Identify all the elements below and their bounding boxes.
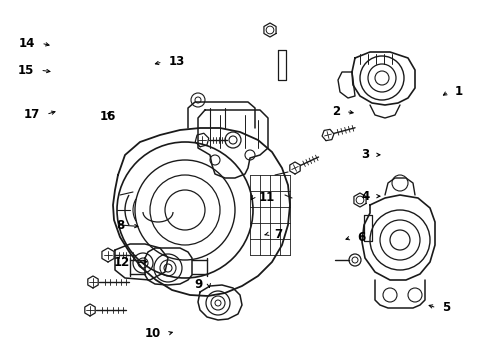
Text: 14: 14 [19,37,35,50]
Text: 16: 16 [99,111,116,123]
Text: 9: 9 [194,278,203,291]
Text: 3: 3 [360,148,368,161]
Text: 8: 8 [116,219,124,232]
Text: 11: 11 [259,191,275,204]
Text: 15: 15 [18,64,34,77]
Text: 5: 5 [442,301,450,314]
Text: 1: 1 [454,85,462,98]
Text: 6: 6 [356,231,365,244]
Text: 4: 4 [360,190,368,203]
Text: 10: 10 [145,327,161,340]
Text: 12: 12 [113,256,129,269]
Text: 2: 2 [331,105,339,118]
Text: 13: 13 [168,55,184,68]
Text: 7: 7 [273,228,282,240]
Text: 17: 17 [24,108,40,121]
